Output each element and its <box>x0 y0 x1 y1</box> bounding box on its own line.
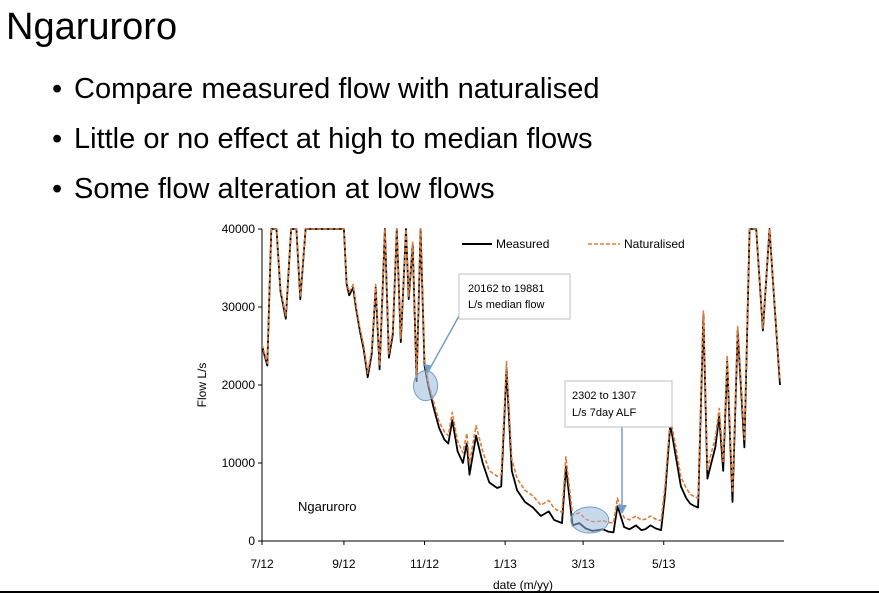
median-flow-callout-line1: 20162 to 19881 <box>468 283 544 295</box>
bullet-dot-icon: • <box>52 173 63 205</box>
bullet-text: Little or no effect at high to median fl… <box>74 123 593 155</box>
median-flow-callout-line <box>426 315 460 374</box>
chart-inner-label: Ngaruroro <box>298 499 357 514</box>
median-flow-highlight <box>413 370 439 402</box>
bullet-dot-icon: • <box>52 123 63 155</box>
low-flow-arrow-icon <box>617 505 627 515</box>
bullet-dot-icon: • <box>52 73 63 105</box>
x-tick-label: 3/13 <box>571 557 595 571</box>
median-flow-callout-line2: L/s median flow <box>468 299 544 311</box>
legend-measured-label: Measured <box>496 237 549 251</box>
y-tick-label: 20000 <box>222 378 256 392</box>
naturalised-series-line <box>262 228 781 524</box>
legend-naturalised-label: Naturalised <box>624 237 685 251</box>
low-flow-callout-box <box>564 380 673 428</box>
median-flow-callout-box <box>458 273 571 320</box>
x-tick-label: 9/12 <box>332 557 356 571</box>
y-tick-label: 40000 <box>222 222 256 236</box>
low-flow-highlight <box>570 506 610 534</box>
x-axis-title: date (m/yy) <box>493 578 553 592</box>
low-flow-callout-line2: L/s 7day ALF <box>572 407 636 419</box>
slide-title: Ngaruroro <box>6 6 178 48</box>
x-tick-label: 1/13 <box>493 557 517 571</box>
bullet-text: Compare measured flow with naturalised <box>74 73 600 105</box>
bullet-item: • Compare measured flow with naturalised <box>52 64 599 114</box>
x-tick-label: 7/12 <box>250 557 274 571</box>
y-tick-label: 10000 <box>222 456 256 470</box>
bullet-item: • Some flow alteration at low flows <box>52 164 599 214</box>
measured-series-line <box>262 228 781 534</box>
x-tick-label: 11/12 <box>410 557 439 571</box>
bullet-list: • Compare measured flow with naturalised … <box>52 64 599 214</box>
low-flow-callout-line1: 2302 to 1307 <box>572 390 636 402</box>
x-tick-label: 5/13 <box>652 557 676 571</box>
bullet-text: Some flow alteration at low flows <box>74 173 495 205</box>
y-axis-title: Flow L/s <box>195 363 209 408</box>
slide-bottom-rule <box>0 591 879 593</box>
y-tick-label: 0 <box>248 534 255 548</box>
bullet-item: • Little or no effect at high to median f… <box>52 114 599 164</box>
median-flow-arrow-icon <box>423 363 432 372</box>
y-tick-label: 30000 <box>222 300 256 314</box>
